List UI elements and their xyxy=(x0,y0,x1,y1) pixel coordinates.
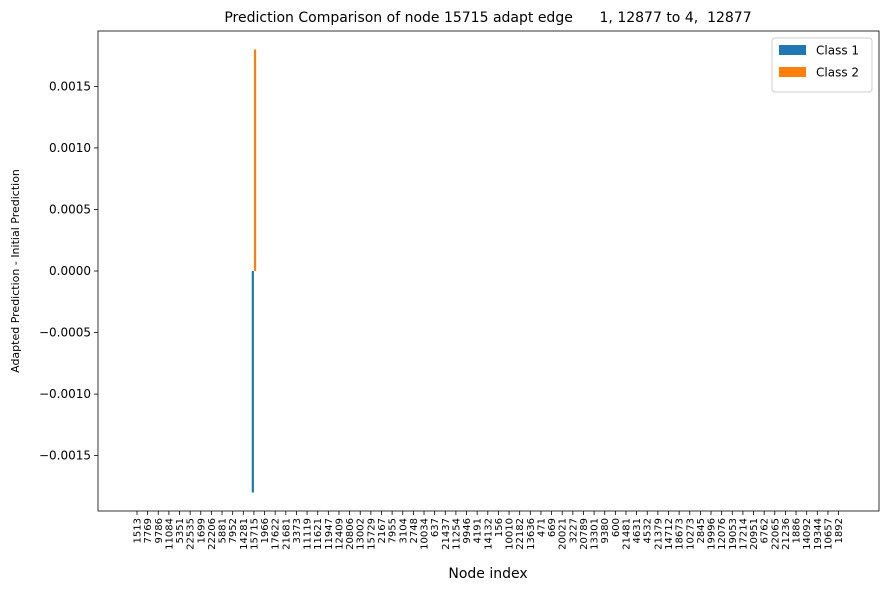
x-tick-label: 600 xyxy=(611,518,622,537)
x-tick-label: 20951 xyxy=(749,518,760,550)
x-tick-label: 20806 xyxy=(345,518,356,550)
x-tick-label: 11947 xyxy=(324,518,335,550)
x-tick-label: 5881 xyxy=(218,518,229,543)
x-tick-label: 11084 xyxy=(164,518,175,550)
x-tick-label: 7952 xyxy=(228,518,239,543)
x-tick-label: 21437 xyxy=(441,518,452,550)
x-tick-label: 22182 xyxy=(515,518,526,550)
x-tick-label: 14132 xyxy=(483,518,494,550)
x-tick-label: 1892 xyxy=(834,518,845,543)
x-tick-label: 10010 xyxy=(505,518,516,550)
x-tick-label: 14092 xyxy=(802,518,813,550)
x-tick-label: 669 xyxy=(547,518,558,537)
x-tick-label: 21481 xyxy=(621,518,632,550)
x-tick-label: 3227 xyxy=(568,518,579,543)
x-tick-label: 20789 xyxy=(579,518,590,550)
chart-title: Prediction Comparison of node 15715 adap… xyxy=(224,10,751,26)
x-tick-label: 10273 xyxy=(685,518,696,550)
x-tick-label: 1966 xyxy=(260,518,271,543)
x-tick-label: 9786 xyxy=(154,518,165,543)
x-tick-label: 2845 xyxy=(696,518,707,543)
x-tick-label: 2748 xyxy=(409,518,420,543)
x-tick-label: 1699 xyxy=(196,518,207,543)
x-tick-label: 17214 xyxy=(738,518,749,550)
x-tick-label: 11254 xyxy=(451,518,462,550)
y-tick-label: 0.0000 xyxy=(49,264,91,278)
legend-entry: Class 1 xyxy=(816,44,859,58)
legend-swatch xyxy=(779,67,806,77)
x-tick-label: 21379 xyxy=(653,518,664,550)
x-tick-label: 4532 xyxy=(643,518,654,543)
x-tick-label: 5351 xyxy=(175,518,186,543)
x-tick-label: 13301 xyxy=(590,518,601,550)
x-tick-label: 14712 xyxy=(664,518,675,550)
x-tick-label: 15715 xyxy=(249,518,260,550)
x-tick-label: 20021 xyxy=(558,518,569,550)
legend: Class 1 Class 2 xyxy=(771,37,873,93)
x-tick-label: 11621 xyxy=(313,518,324,550)
plot-area: −0.0015 −0.0010 −0.0005 0.0000 0.0005 0.0010 0… xyxy=(39,30,880,550)
x-tick-label: 1513 xyxy=(133,518,144,543)
x-tick-label: 19996 xyxy=(707,518,718,550)
x-tick-label: 13636 xyxy=(526,518,537,550)
x-tick-label: 19053 xyxy=(728,518,739,550)
x-tick-label: 9380 xyxy=(600,518,611,543)
x-tick-label: 7769 xyxy=(143,518,154,543)
y-tick-label: 0.0015 xyxy=(49,79,91,93)
x-tick-label: 15729 xyxy=(366,518,377,550)
y-tick-label: 0.0010 xyxy=(49,141,91,155)
x-tick-label: 3373 xyxy=(292,518,303,543)
x-tick-label: 12076 xyxy=(717,518,728,550)
x-tick-label: 4631 xyxy=(632,518,643,543)
x-tick-label: 22535 xyxy=(186,518,197,550)
x-tick-label: 7955 xyxy=(388,518,399,543)
x-tick-label: 11119 xyxy=(303,518,314,550)
x-tick-label: 13002 xyxy=(356,518,367,550)
x-tick-label: 156 xyxy=(494,518,505,537)
bar-class-1-15715 xyxy=(251,271,254,493)
x-tick-label: 21681 xyxy=(281,518,292,550)
x-tick-label: 21236 xyxy=(781,518,792,550)
x-tick-label: 17622 xyxy=(271,518,282,550)
x-tick-label: 1886 xyxy=(792,518,803,543)
bar-class-2-15715 xyxy=(253,49,257,272)
y-axis-label: Adapted Prediction - Initial Prediction xyxy=(9,169,22,373)
y-tick-label: −0.0005 xyxy=(39,326,91,340)
y-tick-label: −0.0015 xyxy=(39,449,91,463)
x-tick-label: 18673 xyxy=(675,518,686,550)
y-tick-label: −0.0010 xyxy=(39,387,91,401)
y-tick-label: 0.0005 xyxy=(49,202,91,216)
legend-entry: Class 2 xyxy=(816,66,859,80)
x-tick-label: 10657 xyxy=(823,518,834,550)
x-tick-label: 12409 xyxy=(334,518,345,550)
x-tick-label: 22065 xyxy=(770,518,781,550)
plot-frame xyxy=(97,30,880,512)
x-tick-label: 637 xyxy=(430,518,441,537)
x-tick-label: 9946 xyxy=(462,518,473,543)
x-tick-label: 22206 xyxy=(207,518,218,550)
x-tick-label: 4191 xyxy=(473,518,484,543)
x-tick-label: 19344 xyxy=(813,518,824,550)
x-axis-label: Node index xyxy=(448,566,527,582)
x-tick-label: 14281 xyxy=(239,518,250,550)
x-tick-label: 2167 xyxy=(377,518,388,543)
x-tick-label: 10034 xyxy=(420,518,431,550)
x-tick-label: 6762 xyxy=(760,518,771,543)
x-tick-label: 3104 xyxy=(398,518,409,543)
legend-swatch xyxy=(779,45,806,55)
x-tick-label: 471 xyxy=(536,518,547,537)
